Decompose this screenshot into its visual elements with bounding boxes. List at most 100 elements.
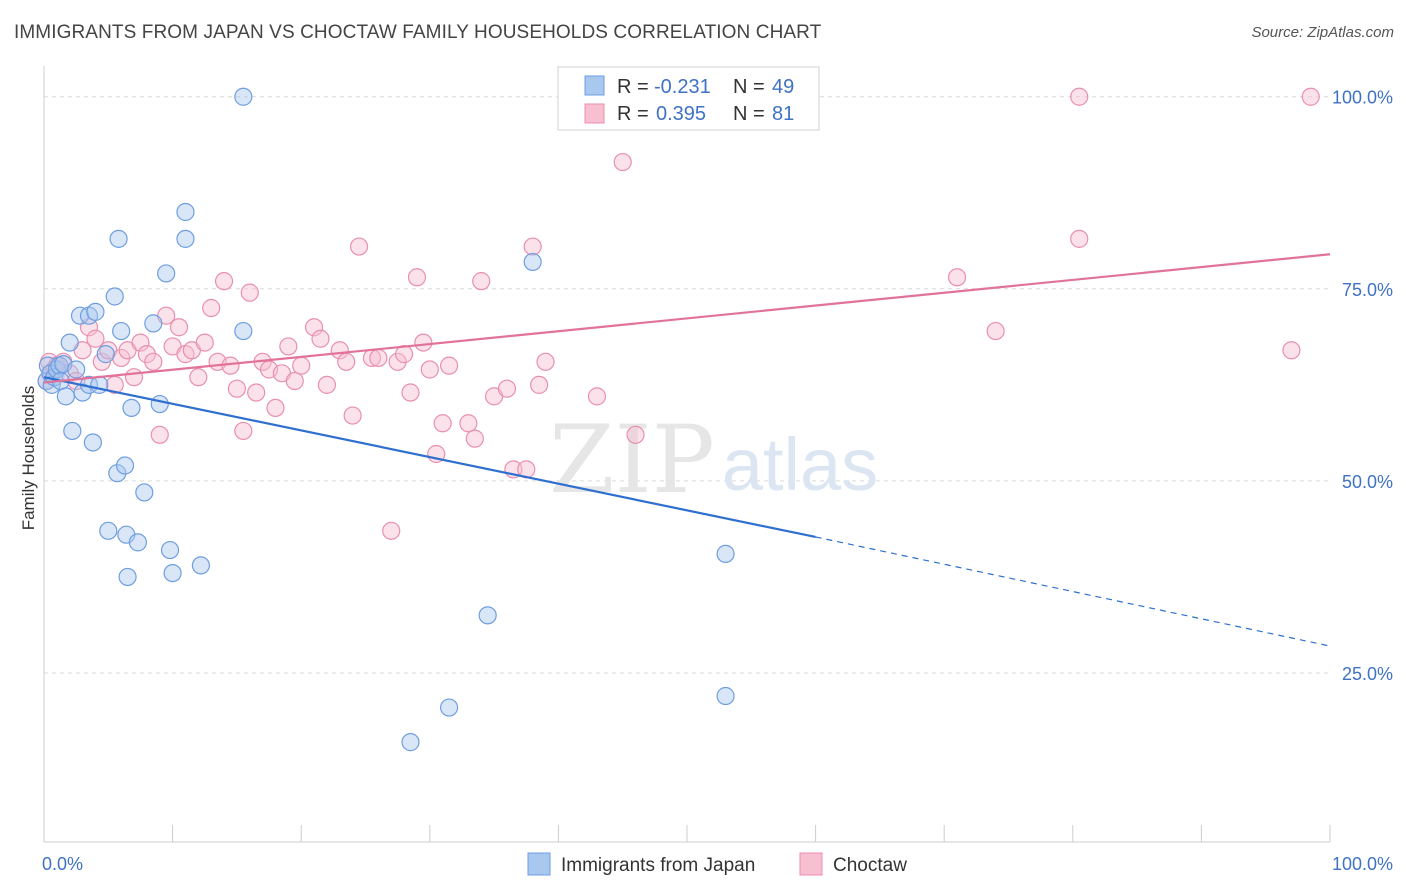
choctaw-point-15 bbox=[124, 368, 144, 387]
japan-point-22 bbox=[105, 287, 124, 306]
legend-n-label-blue: N = bbox=[733, 76, 765, 98]
japan-point-35 bbox=[160, 540, 180, 560]
choctaw-point-77 bbox=[1070, 229, 1089, 248]
japan-point-33 bbox=[150, 394, 169, 414]
choctaw-point-55 bbox=[414, 333, 433, 352]
japan-point-10 bbox=[60, 333, 79, 352]
japan-point-47 bbox=[716, 544, 735, 563]
choctaw-points bbox=[37, 87, 1320, 540]
y-tick-label-50: 50.0% bbox=[1342, 472, 1393, 492]
choctaw-point-48 bbox=[349, 237, 369, 256]
japan-point-36 bbox=[163, 563, 182, 583]
japan-point-16 bbox=[83, 433, 102, 452]
choctaw-point-51 bbox=[382, 521, 401, 540]
y-tick-labels: 25.0% 50.0% 75.0% 100.0% bbox=[1332, 88, 1393, 684]
japan-point-42 bbox=[401, 733, 420, 752]
choctaw-point-60 bbox=[439, 356, 459, 375]
japan-point-26 bbox=[115, 456, 135, 475]
choctaw-point-9 bbox=[86, 329, 105, 348]
y-tick-label-25: 25.0% bbox=[1342, 664, 1393, 684]
choctaw-point-46 bbox=[337, 352, 356, 371]
japan-point-20 bbox=[96, 345, 115, 364]
choctaw-point-75 bbox=[986, 321, 1005, 341]
choctaw-point-72 bbox=[613, 152, 632, 172]
legend: R = -0.231 N = 49 R = 0.395 N = 81 bbox=[557, 66, 820, 131]
japan-point-34 bbox=[157, 264, 176, 283]
choctaw-point-68 bbox=[523, 237, 542, 256]
choctaw-point-47 bbox=[343, 406, 362, 425]
choctaw-point-76 bbox=[1070, 87, 1089, 106]
japan-point-24 bbox=[109, 229, 128, 248]
choctaw-point-63 bbox=[472, 272, 491, 291]
choctaw-point-44 bbox=[317, 375, 337, 394]
japan-point-48 bbox=[716, 686, 735, 706]
watermark: ZIP atlas bbox=[549, 406, 878, 515]
choctaw-point-61 bbox=[459, 414, 478, 433]
choctaw-point-40 bbox=[285, 371, 304, 391]
choctaw-point-50 bbox=[369, 348, 388, 368]
choctaw-point-56 bbox=[407, 268, 427, 287]
japan-point-41 bbox=[234, 321, 253, 341]
legend-n-label-pink: N = bbox=[733, 103, 765, 125]
choctaw-point-34 bbox=[247, 383, 266, 402]
y-axis-title: Family Households bbox=[19, 386, 38, 531]
japan-point-28 bbox=[118, 567, 137, 587]
choctaw-point-57 bbox=[420, 360, 439, 379]
japan-point-40 bbox=[234, 87, 253, 106]
choctaw-point-37 bbox=[266, 398, 285, 418]
choctaw-point-16 bbox=[131, 333, 150, 352]
choctaw-point-32 bbox=[234, 421, 253, 441]
choctaw-point-42 bbox=[304, 318, 324, 337]
choctaw-point-39 bbox=[279, 337, 298, 356]
japan-point-44 bbox=[478, 606, 497, 625]
choctaw-point-25 bbox=[189, 368, 208, 387]
japan-point-9 bbox=[56, 387, 75, 406]
japan-point-38 bbox=[176, 229, 195, 248]
choctaw-point-78 bbox=[1282, 341, 1301, 360]
japan-point-45 bbox=[523, 252, 542, 272]
watermark-atlas: atlas bbox=[722, 423, 878, 506]
japan-point-11 bbox=[63, 421, 82, 441]
legend-swatch-pink bbox=[584, 103, 605, 124]
japan-point-18 bbox=[86, 302, 105, 321]
legend-r-value-pink: 0.395 bbox=[656, 103, 706, 125]
japan-point-32 bbox=[144, 314, 163, 333]
japan-point-43 bbox=[439, 698, 459, 717]
chart-source: Source: ZipAtlas.com bbox=[1251, 24, 1394, 41]
choctaw-point-79 bbox=[1301, 87, 1320, 106]
bottom-legend-swatch-japan bbox=[527, 852, 551, 876]
trend-lines bbox=[43, 253, 1331, 647]
choctaw-point-18 bbox=[144, 352, 163, 371]
japan-point-30 bbox=[128, 533, 147, 552]
japan-point-21 bbox=[99, 521, 118, 540]
japan-trend-line bbox=[43, 376, 816, 539]
legend-r-value-blue: -0.231 bbox=[654, 76, 711, 98]
bottom-legend-label-japan: Immigrants from Japan bbox=[561, 855, 755, 876]
choctaw-point-69 bbox=[530, 375, 549, 394]
choctaw-trend-line bbox=[43, 253, 1331, 384]
japan-trend-line-extension bbox=[815, 536, 1331, 647]
choctaw-point-74 bbox=[947, 268, 967, 287]
legend-swatch-blue bbox=[584, 75, 605, 96]
legend-n-value-pink: 81 bbox=[772, 103, 794, 125]
watermark-zip: ZIP bbox=[549, 406, 715, 515]
x-tick-labels: 0.0% 100.0% bbox=[42, 854, 1393, 874]
choctaw-point-27 bbox=[202, 298, 221, 318]
choctaw-point-33 bbox=[240, 283, 259, 302]
choctaw-point-43 bbox=[311, 329, 330, 348]
choctaw-point-26 bbox=[195, 333, 214, 352]
legend-r-label-pink: R = bbox=[617, 103, 649, 125]
choctaw-point-41 bbox=[292, 356, 311, 375]
choctaw-point-70 bbox=[536, 352, 555, 371]
chart-title: IMMIGRANTS FROM JAPAN VS CHOCTAW FAMILY … bbox=[14, 22, 822, 43]
axes bbox=[43, 66, 1331, 843]
japan-point-23 bbox=[108, 464, 127, 483]
choctaw-point-30 bbox=[221, 356, 240, 375]
y-tick-label-75: 75.0% bbox=[1342, 280, 1393, 300]
japan-point-12 bbox=[67, 360, 86, 379]
legend-n-value-blue: 49 bbox=[772, 76, 794, 98]
choctaw-point-22 bbox=[169, 318, 189, 337]
japan-point-37 bbox=[176, 202, 195, 222]
bottom-legend: Immigrants from Japan Choctaw bbox=[527, 852, 907, 876]
